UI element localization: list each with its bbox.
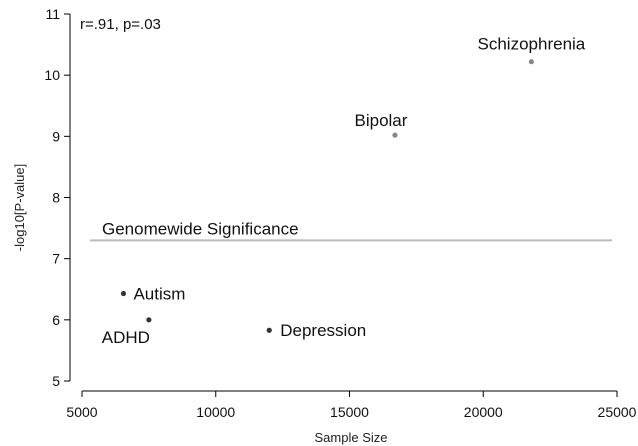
point-label-depression: Depression bbox=[280, 321, 366, 340]
point-label-adhd: ADHD bbox=[102, 328, 150, 347]
x-tick-label: 25000 bbox=[598, 404, 637, 420]
point-schizophrenia bbox=[528, 59, 535, 65]
y-tick-label: 5 bbox=[52, 373, 60, 389]
reference-line-group: Genomewide Significance bbox=[90, 219, 612, 242]
point-label-bipolar: Bipolar bbox=[355, 111, 408, 130]
x-tick-label: 5000 bbox=[66, 404, 97, 420]
x-tick-label: 15000 bbox=[330, 404, 369, 420]
axes: 5 6 7 8 9 10 11 5000 10000 15000 20000 25000 bbox=[44, 6, 636, 420]
y-tick-label: 11 bbox=[45, 6, 60, 22]
x-tick-label: 10000 bbox=[196, 404, 235, 420]
point-depression bbox=[266, 327, 272, 333]
point-label-autism: Autism bbox=[133, 285, 185, 304]
x-tick-label: 20000 bbox=[464, 404, 503, 420]
genomewide-significance-label: Genomewide Significance bbox=[102, 219, 299, 238]
point-label-schizophrenia: Schizophrenia bbox=[478, 35, 586, 54]
y-tick-label: 8 bbox=[52, 190, 60, 206]
point-autism bbox=[120, 290, 127, 297]
correlation-annotation: r=.91, p=.03 bbox=[80, 16, 161, 33]
x-axis-title: Sample Size bbox=[315, 430, 388, 445]
y-tick-label: 10 bbox=[44, 67, 60, 83]
y-tick-label: 7 bbox=[52, 251, 60, 267]
point-bipolar bbox=[392, 132, 398, 138]
y-tick-label: 6 bbox=[52, 312, 60, 328]
y-tick-label: 9 bbox=[52, 128, 60, 144]
y-axis-title: -log10[P-value] bbox=[12, 164, 27, 251]
point-adhd bbox=[146, 317, 152, 323]
data-points: Schizophrenia Bipolar Autism ADHD Depression bbox=[102, 35, 586, 347]
